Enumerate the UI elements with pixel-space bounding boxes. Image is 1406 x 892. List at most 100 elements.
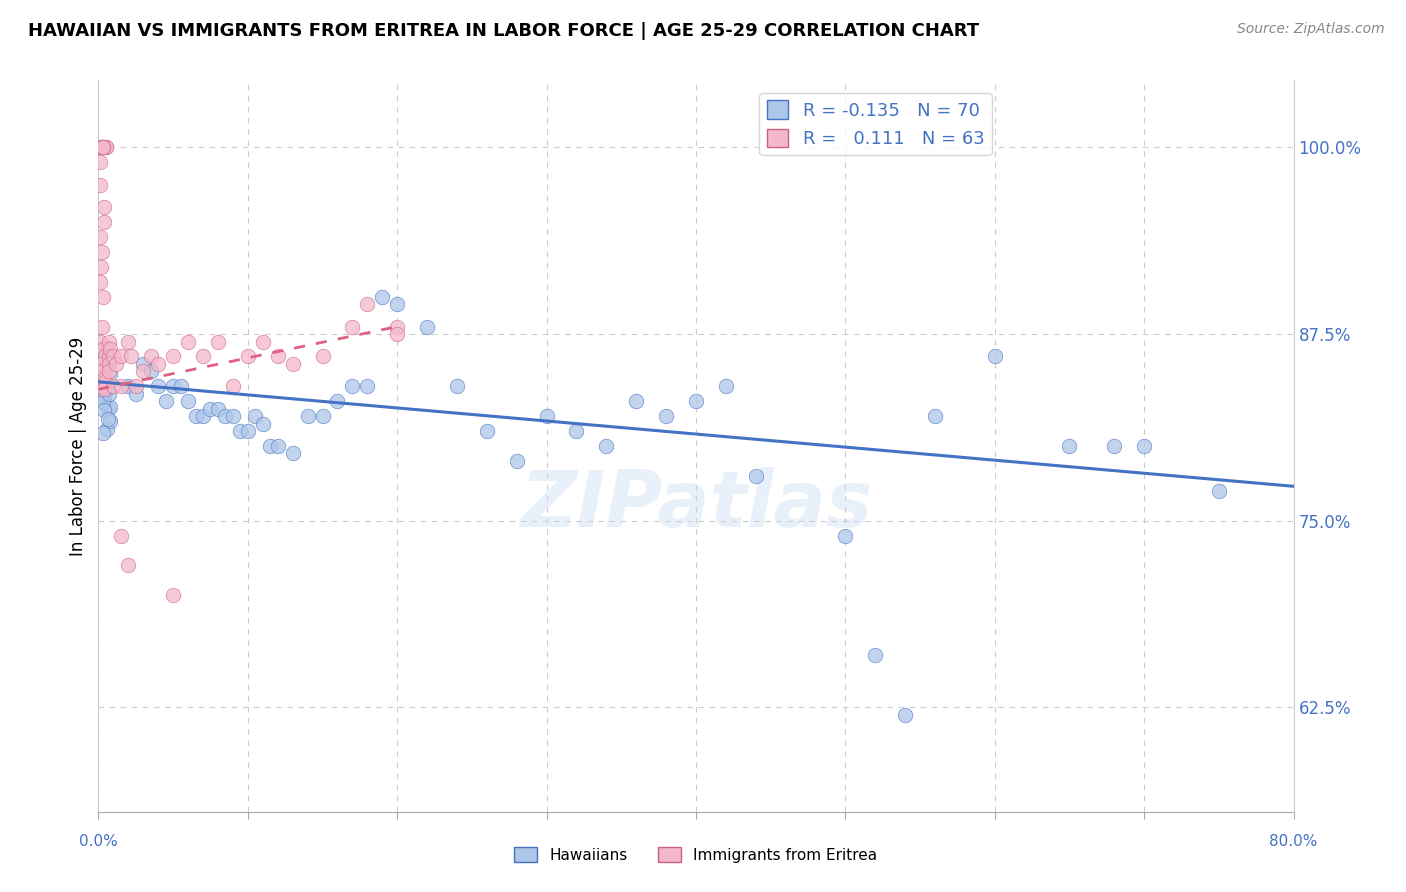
Point	[96, 384, 118, 398]
Point	[103, 350, 125, 364]
Point	[93, 200, 115, 214]
Point	[214, 409, 236, 424]
Point	[91, 386, 114, 401]
Point	[89, 230, 111, 244]
Point	[90, 260, 112, 274]
Point	[91, 290, 114, 304]
Point	[91, 140, 114, 154]
Point	[94, 359, 117, 373]
Point	[103, 379, 125, 393]
Point	[93, 350, 115, 364]
Point	[97, 364, 120, 378]
Point	[229, 424, 252, 438]
Point	[191, 409, 214, 424]
Point	[97, 357, 120, 371]
Point	[655, 409, 678, 424]
Point	[252, 334, 274, 349]
Point	[120, 350, 142, 364]
Point	[595, 439, 617, 453]
Point	[98, 401, 121, 415]
Point	[94, 340, 117, 354]
Point	[90, 370, 112, 384]
Point	[446, 379, 468, 393]
Point	[91, 140, 114, 154]
Point	[191, 350, 214, 364]
Point	[356, 379, 378, 393]
Point	[252, 417, 274, 431]
Point	[90, 364, 112, 378]
Point	[297, 409, 319, 424]
Point	[148, 379, 170, 393]
Point	[356, 297, 378, 311]
Point	[105, 357, 128, 371]
Point	[267, 439, 290, 453]
Point	[91, 140, 114, 154]
Point	[416, 319, 439, 334]
Point	[91, 379, 114, 393]
Point	[245, 409, 267, 424]
Point	[475, 424, 498, 438]
Point	[125, 379, 148, 393]
Point	[91, 379, 114, 393]
Point	[96, 422, 118, 436]
Point	[281, 446, 304, 460]
Point	[132, 364, 155, 378]
Point	[90, 357, 112, 371]
Point	[89, 275, 111, 289]
Point	[110, 350, 132, 364]
Point	[236, 424, 259, 438]
Point	[98, 387, 121, 401]
Point	[506, 454, 529, 468]
Point	[91, 379, 114, 393]
Point	[93, 390, 115, 404]
Point	[311, 350, 333, 364]
Point	[177, 394, 200, 409]
Point	[97, 350, 120, 364]
Point	[132, 357, 155, 371]
Point	[98, 414, 121, 428]
Point	[894, 707, 917, 722]
Point	[281, 357, 304, 371]
Point	[117, 558, 139, 573]
Legend: Hawaiians, Immigrants from Eritrea: Hawaiians, Immigrants from Eritrea	[515, 847, 877, 863]
Point	[139, 350, 162, 364]
Point	[89, 178, 111, 192]
Point	[91, 140, 114, 154]
Point	[89, 334, 111, 349]
Point	[200, 401, 222, 416]
Point	[1104, 439, 1126, 453]
Point	[97, 401, 120, 415]
Point	[97, 412, 120, 426]
Point	[98, 342, 122, 356]
Point	[93, 215, 115, 229]
Point	[259, 439, 281, 453]
Point	[865, 648, 887, 662]
Point	[90, 377, 112, 392]
Point	[98, 367, 121, 381]
Point	[1208, 483, 1230, 498]
Point	[90, 376, 112, 390]
Point	[162, 350, 184, 364]
Point	[110, 379, 132, 393]
Point	[222, 409, 245, 424]
Point	[93, 372, 115, 386]
Text: Source: ZipAtlas.com: Source: ZipAtlas.com	[1237, 22, 1385, 37]
Text: 0.0%: 0.0%	[79, 834, 118, 849]
Point	[94, 140, 117, 154]
Point	[90, 140, 112, 154]
Point	[371, 290, 394, 304]
Point	[236, 350, 259, 364]
Point	[155, 394, 177, 409]
Text: ZIPatlas: ZIPatlas	[520, 467, 872, 542]
Point	[91, 140, 114, 154]
Point	[117, 334, 139, 349]
Point	[97, 334, 120, 349]
Point	[565, 424, 588, 438]
Text: HAWAIIAN VS IMMIGRANTS FROM ERITREA IN LABOR FORCE | AGE 25-29 CORRELATION CHART: HAWAIIAN VS IMMIGRANTS FROM ERITREA IN L…	[28, 22, 979, 40]
Point	[91, 319, 114, 334]
Point	[385, 326, 409, 341]
Point	[91, 342, 114, 356]
Point	[536, 409, 558, 424]
Point	[342, 319, 364, 334]
Point	[89, 155, 111, 169]
